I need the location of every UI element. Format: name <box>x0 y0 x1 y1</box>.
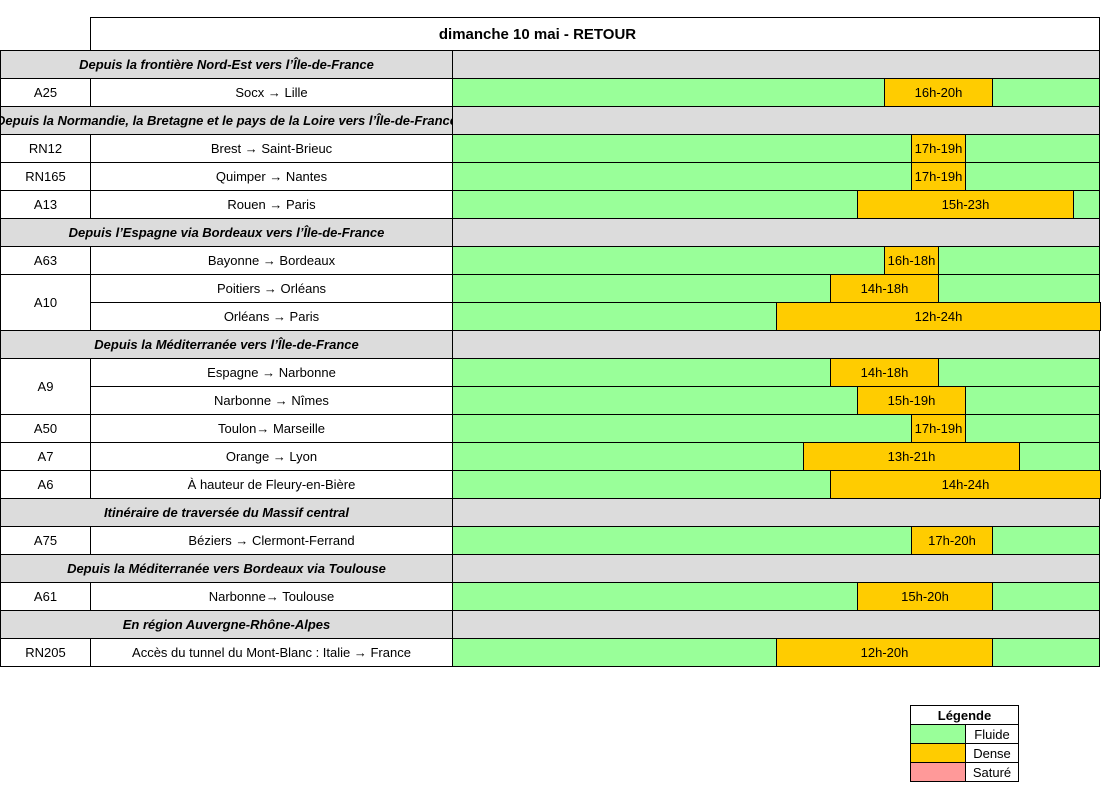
title-row: dimanche 10 mai - RETOUR <box>90 17 1100 51</box>
dense-period: 16h-18h <box>884 246 939 275</box>
stretch-name: Quimper → Nantes <box>90 162 453 191</box>
timeline-fluide <box>452 274 1100 303</box>
stretch-name: Poitiers → Orléans <box>90 274 453 303</box>
road-name: A13 <box>0 190 91 219</box>
dense-period: 12h-24h <box>776 302 1101 331</box>
dense-period: 12h-20h <box>776 638 993 667</box>
dense-period: 14h-18h <box>830 274 939 303</box>
dense-period: 16h-20h <box>884 78 993 107</box>
timeline-fluide <box>452 246 1100 275</box>
timeline-fluide <box>452 78 1100 107</box>
road-name: A75 <box>0 526 91 555</box>
section-timeline <box>452 50 1100 79</box>
dense-period: 17h-19h <box>911 134 966 163</box>
stretch-name: Orléans → Paris <box>90 302 453 331</box>
dense-period: 17h-19h <box>911 162 966 191</box>
road-name: A7 <box>0 442 91 471</box>
stretch-name: Socx → Lille <box>90 78 453 107</box>
stretch-name: Rouen → Paris <box>90 190 453 219</box>
section-title: Depuis la Méditerranée vers l’Île-de-Fra… <box>0 330 453 359</box>
road-name: A25 <box>0 78 91 107</box>
dense-period: 14h-18h <box>830 358 939 387</box>
section-title: Depuis la Normandie, la Bretagne et le p… <box>0 106 453 135</box>
dense-period: 17h-19h <box>911 414 966 443</box>
section-timeline <box>452 498 1100 527</box>
road-name: A61 <box>0 582 91 611</box>
legend-swatch <box>910 743 966 763</box>
road-name: A9 <box>0 358 91 415</box>
road-name: A10 <box>0 274 91 331</box>
stretch-name: Orange → Lyon <box>90 442 453 471</box>
section-timeline <box>452 610 1100 639</box>
stretch-name: Narbonne → Nîmes <box>90 386 453 415</box>
dense-period: 13h-21h <box>803 442 1020 471</box>
section-timeline <box>452 330 1100 359</box>
stretch-name: Espagne → Narbonne <box>90 358 453 387</box>
legend-swatch <box>910 762 966 782</box>
road-name: A50 <box>0 414 91 443</box>
stretch-name: Brest → Saint-Brieuc <box>90 134 453 163</box>
dense-period: 14h-24h <box>830 470 1101 499</box>
legend-label: Fluide <box>965 724 1019 744</box>
timeline-fluide <box>452 582 1100 611</box>
stretch-name: À hauteur de Fleury-en-Bière <box>90 470 453 499</box>
legend-label: Saturé <box>965 762 1019 782</box>
dense-period: 15h-19h <box>857 386 966 415</box>
dense-period: 17h-20h <box>911 526 993 555</box>
road-name: RN205 <box>0 638 91 667</box>
legend-swatch <box>910 724 966 744</box>
section-timeline <box>452 554 1100 583</box>
road-name: RN165 <box>0 162 91 191</box>
section-timeline <box>452 218 1100 247</box>
stretch-name: Béziers → Clermont-Ferrand <box>90 526 453 555</box>
title: dimanche 10 mai - RETOUR <box>438 25 637 43</box>
timeline-fluide <box>452 414 1100 443</box>
road-name: RN12 <box>0 134 91 163</box>
dense-period: 15h-23h <box>857 190 1074 219</box>
section-title: Depuis la Méditerranée vers Bordeaux via… <box>0 554 453 583</box>
section-title: Depuis l’Espagne via Bordeaux vers l’Île… <box>0 218 453 247</box>
stretch-name: Bayonne → Bordeaux <box>90 246 453 275</box>
road-name: A6 <box>0 470 91 499</box>
stretch-name: Accès du tunnel du Mont-Blanc : Italie →… <box>90 638 453 667</box>
timeline-fluide <box>452 162 1100 191</box>
timeline-fluide <box>452 526 1100 555</box>
road-name: A63 <box>0 246 91 275</box>
stretch-name: Toulon→ Marseille <box>90 414 453 443</box>
timeline-fluide <box>452 358 1100 387</box>
stretch-name: Narbonne→ Toulouse <box>90 582 453 611</box>
section-title: Depuis la frontière Nord-Est vers l’Île-… <box>0 50 453 79</box>
dense-period: 15h-20h <box>857 582 993 611</box>
timeline-fluide <box>452 386 1100 415</box>
legend-label: Dense <box>965 743 1019 763</box>
legend-title: Légende <box>910 705 1019 725</box>
section-title: Itinéraire de traversée du Massif centra… <box>0 498 453 527</box>
section-title: En région Auvergne-Rhône-Alpes <box>0 610 453 639</box>
timeline-fluide <box>452 134 1100 163</box>
section-timeline <box>452 106 1100 135</box>
